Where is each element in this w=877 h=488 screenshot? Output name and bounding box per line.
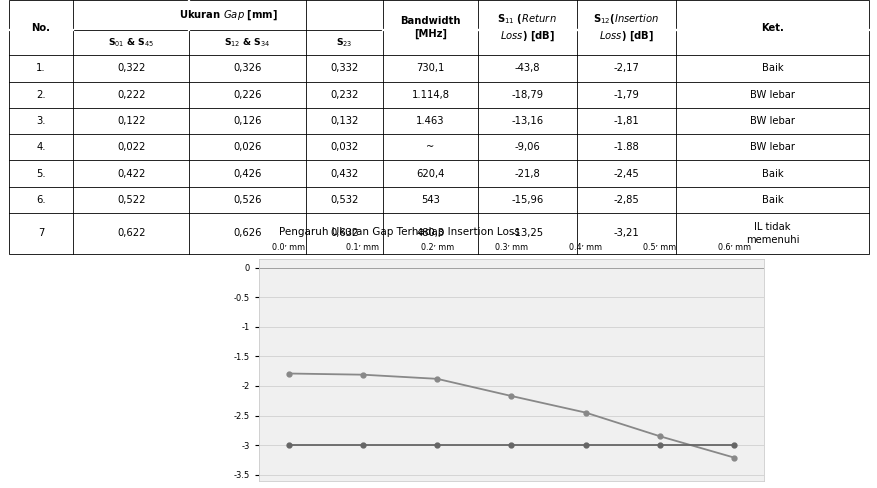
Text: Ukuran $Gap$ [mm]: Ukuran $Gap$ [mm] xyxy=(179,8,277,22)
Text: 0,432: 0,432 xyxy=(330,168,358,179)
Text: -2,45: -2,45 xyxy=(612,168,638,179)
Text: 620,4: 620,4 xyxy=(416,168,444,179)
Text: Ket.: Ket. xyxy=(760,22,783,33)
Text: BW lebar: BW lebar xyxy=(749,90,794,100)
Text: -13,25: -13,25 xyxy=(510,228,543,238)
Text: BW lebar: BW lebar xyxy=(749,116,794,126)
Text: 5.: 5. xyxy=(36,168,46,179)
Text: 730,1: 730,1 xyxy=(416,63,444,73)
Text: 0,426: 0,426 xyxy=(233,168,261,179)
Text: 4.: 4. xyxy=(36,142,46,152)
Text: Bandwidth
[MHz]: Bandwidth [MHz] xyxy=(400,16,460,39)
Text: -1,79: -1,79 xyxy=(612,90,638,100)
Text: -9,06: -9,06 xyxy=(514,142,539,152)
Text: Pengaruh Ukuran Gap Terhadap Insertion Loss: Pengaruh Ukuran Gap Terhadap Insertion L… xyxy=(279,227,519,237)
Text: 0,226: 0,226 xyxy=(233,90,261,100)
Text: -21,8: -21,8 xyxy=(514,168,539,179)
Text: 1.: 1. xyxy=(36,63,46,73)
Text: 3.: 3. xyxy=(36,116,46,126)
Text: 0,326: 0,326 xyxy=(233,63,261,73)
Text: 0,632: 0,632 xyxy=(330,228,358,238)
Text: 0,332: 0,332 xyxy=(330,63,358,73)
Text: 0,626: 0,626 xyxy=(233,228,261,238)
Text: -13,16: -13,16 xyxy=(510,116,543,126)
Text: 0,022: 0,022 xyxy=(117,142,146,152)
Text: -18,79: -18,79 xyxy=(510,90,543,100)
Text: S$_{12}$($Insertion$
$Loss$) [dB]: S$_{12}$($Insertion$ $Loss$) [dB] xyxy=(592,13,659,43)
Text: 480,3: 480,3 xyxy=(416,228,444,238)
Text: 1.114,8: 1.114,8 xyxy=(411,90,449,100)
Text: -1,81: -1,81 xyxy=(612,116,638,126)
Text: 543: 543 xyxy=(420,195,439,205)
Text: IL tidak
memenuhi: IL tidak memenuhi xyxy=(745,222,798,244)
Text: 0,522: 0,522 xyxy=(117,195,146,205)
Text: Baik: Baik xyxy=(760,195,782,205)
Text: ~: ~ xyxy=(426,142,434,152)
Text: 0,026: 0,026 xyxy=(233,142,261,152)
Text: 1.463: 1.463 xyxy=(416,116,444,126)
Text: -3,21: -3,21 xyxy=(612,228,638,238)
Text: -2,17: -2,17 xyxy=(612,63,638,73)
Text: BW lebar: BW lebar xyxy=(749,142,794,152)
Text: 0,322: 0,322 xyxy=(117,63,146,73)
Text: S$_{23}$: S$_{23}$ xyxy=(336,37,353,49)
Text: 0,122: 0,122 xyxy=(117,116,146,126)
Text: No.: No. xyxy=(32,22,51,33)
Text: -15,96: -15,96 xyxy=(510,195,543,205)
Text: 0,126: 0,126 xyxy=(233,116,261,126)
Text: 0,032: 0,032 xyxy=(330,142,358,152)
Text: 0,622: 0,622 xyxy=(117,228,146,238)
Text: -1.88: -1.88 xyxy=(612,142,638,152)
Text: 0,222: 0,222 xyxy=(117,90,146,100)
Text: 0,132: 0,132 xyxy=(330,116,358,126)
Text: -2,85: -2,85 xyxy=(612,195,638,205)
Text: 0,232: 0,232 xyxy=(330,90,358,100)
Text: Baik: Baik xyxy=(760,168,782,179)
Text: 6.: 6. xyxy=(36,195,46,205)
Text: S$_{12}$ & S$_{34}$: S$_{12}$ & S$_{34}$ xyxy=(225,37,270,49)
Text: S$_{11}$ ($Return$
$Loss$) [dB]: S$_{11}$ ($Return$ $Loss$) [dB] xyxy=(496,13,556,43)
Text: -43,8: -43,8 xyxy=(514,63,539,73)
Text: 0,422: 0,422 xyxy=(117,168,146,179)
Text: 7: 7 xyxy=(38,228,44,238)
Text: 0,532: 0,532 xyxy=(330,195,358,205)
Text: 2.: 2. xyxy=(36,90,46,100)
Text: 0,526: 0,526 xyxy=(233,195,261,205)
Text: Baik: Baik xyxy=(760,63,782,73)
Text: S$_{01}$ & S$_{45}$: S$_{01}$ & S$_{45}$ xyxy=(108,37,154,49)
